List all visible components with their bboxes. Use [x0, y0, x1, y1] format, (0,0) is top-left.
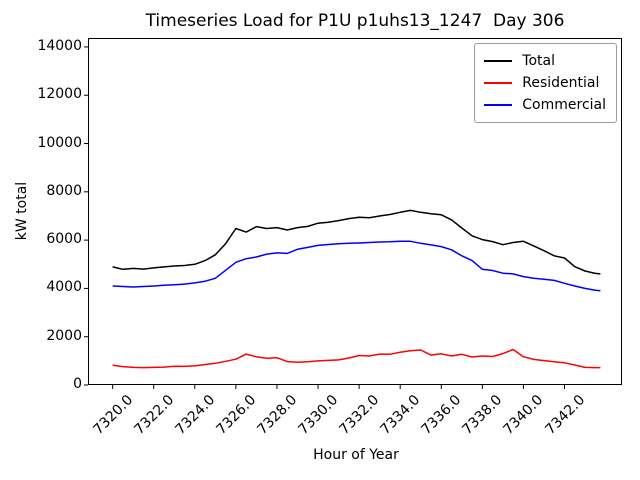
- y-axis-label: kW total: [14, 181, 30, 241]
- x-tick-label: 7320.0: [90, 392, 136, 438]
- y-tick-label: 8000: [46, 182, 82, 199]
- series-line-total: [112, 209, 601, 275]
- series-line-residential: [112, 348, 601, 369]
- y-tick-label: 14000: [37, 37, 82, 54]
- y-tick-label: 0: [73, 376, 82, 392]
- legend-label: Commercial: [522, 97, 606, 113]
- legend: Total Residential Commercial: [474, 43, 617, 123]
- chart-title: Timeseries Load for P1U p1uhs13_1247 Day…: [145, 11, 565, 31]
- x-tick-label: 7338.0: [459, 392, 506, 438]
- x-tick-label: 7334.0: [377, 392, 424, 438]
- x-tick-label: 7340.0: [500, 392, 547, 438]
- legend-line-swatch: [484, 60, 513, 62]
- y-tick-label: 6000: [46, 231, 82, 248]
- x-tick-label: 7324.0: [172, 392, 219, 438]
- y-tick-label: 2000: [46, 327, 82, 344]
- x-tick-label: 7330.0: [295, 392, 342, 438]
- legend-line-swatch: [484, 82, 513, 84]
- y-tick-label: 4000: [46, 279, 82, 296]
- legend-entry-commercial: Commercial: [484, 94, 606, 116]
- x-tick-label: 7332.0: [336, 392, 383, 438]
- legend-entry-residential: Residential: [484, 72, 606, 94]
- x-tick-label: 7326.0: [213, 392, 260, 438]
- legend-line-swatch: [484, 104, 513, 106]
- y-tick-label: 12000: [37, 86, 82, 103]
- legend-label: Residential: [522, 75, 600, 91]
- x-tick-label: 7328.0: [254, 392, 301, 438]
- x-tick-label: 7342.0: [541, 392, 588, 438]
- series-line-commercial: [112, 240, 601, 292]
- chart-canvas: [84, 38, 622, 389]
- plot-frame: [88, 38, 622, 385]
- legend-entry-total: Total: [484, 50, 606, 72]
- x-tick-label: 7322.0: [131, 392, 178, 438]
- y-tick-label: 10000: [37, 134, 82, 151]
- legend-label: Total: [522, 53, 555, 69]
- x-tick-label: 7336.0: [418, 392, 465, 438]
- x-axis-label: Hour of Year: [313, 447, 399, 463]
